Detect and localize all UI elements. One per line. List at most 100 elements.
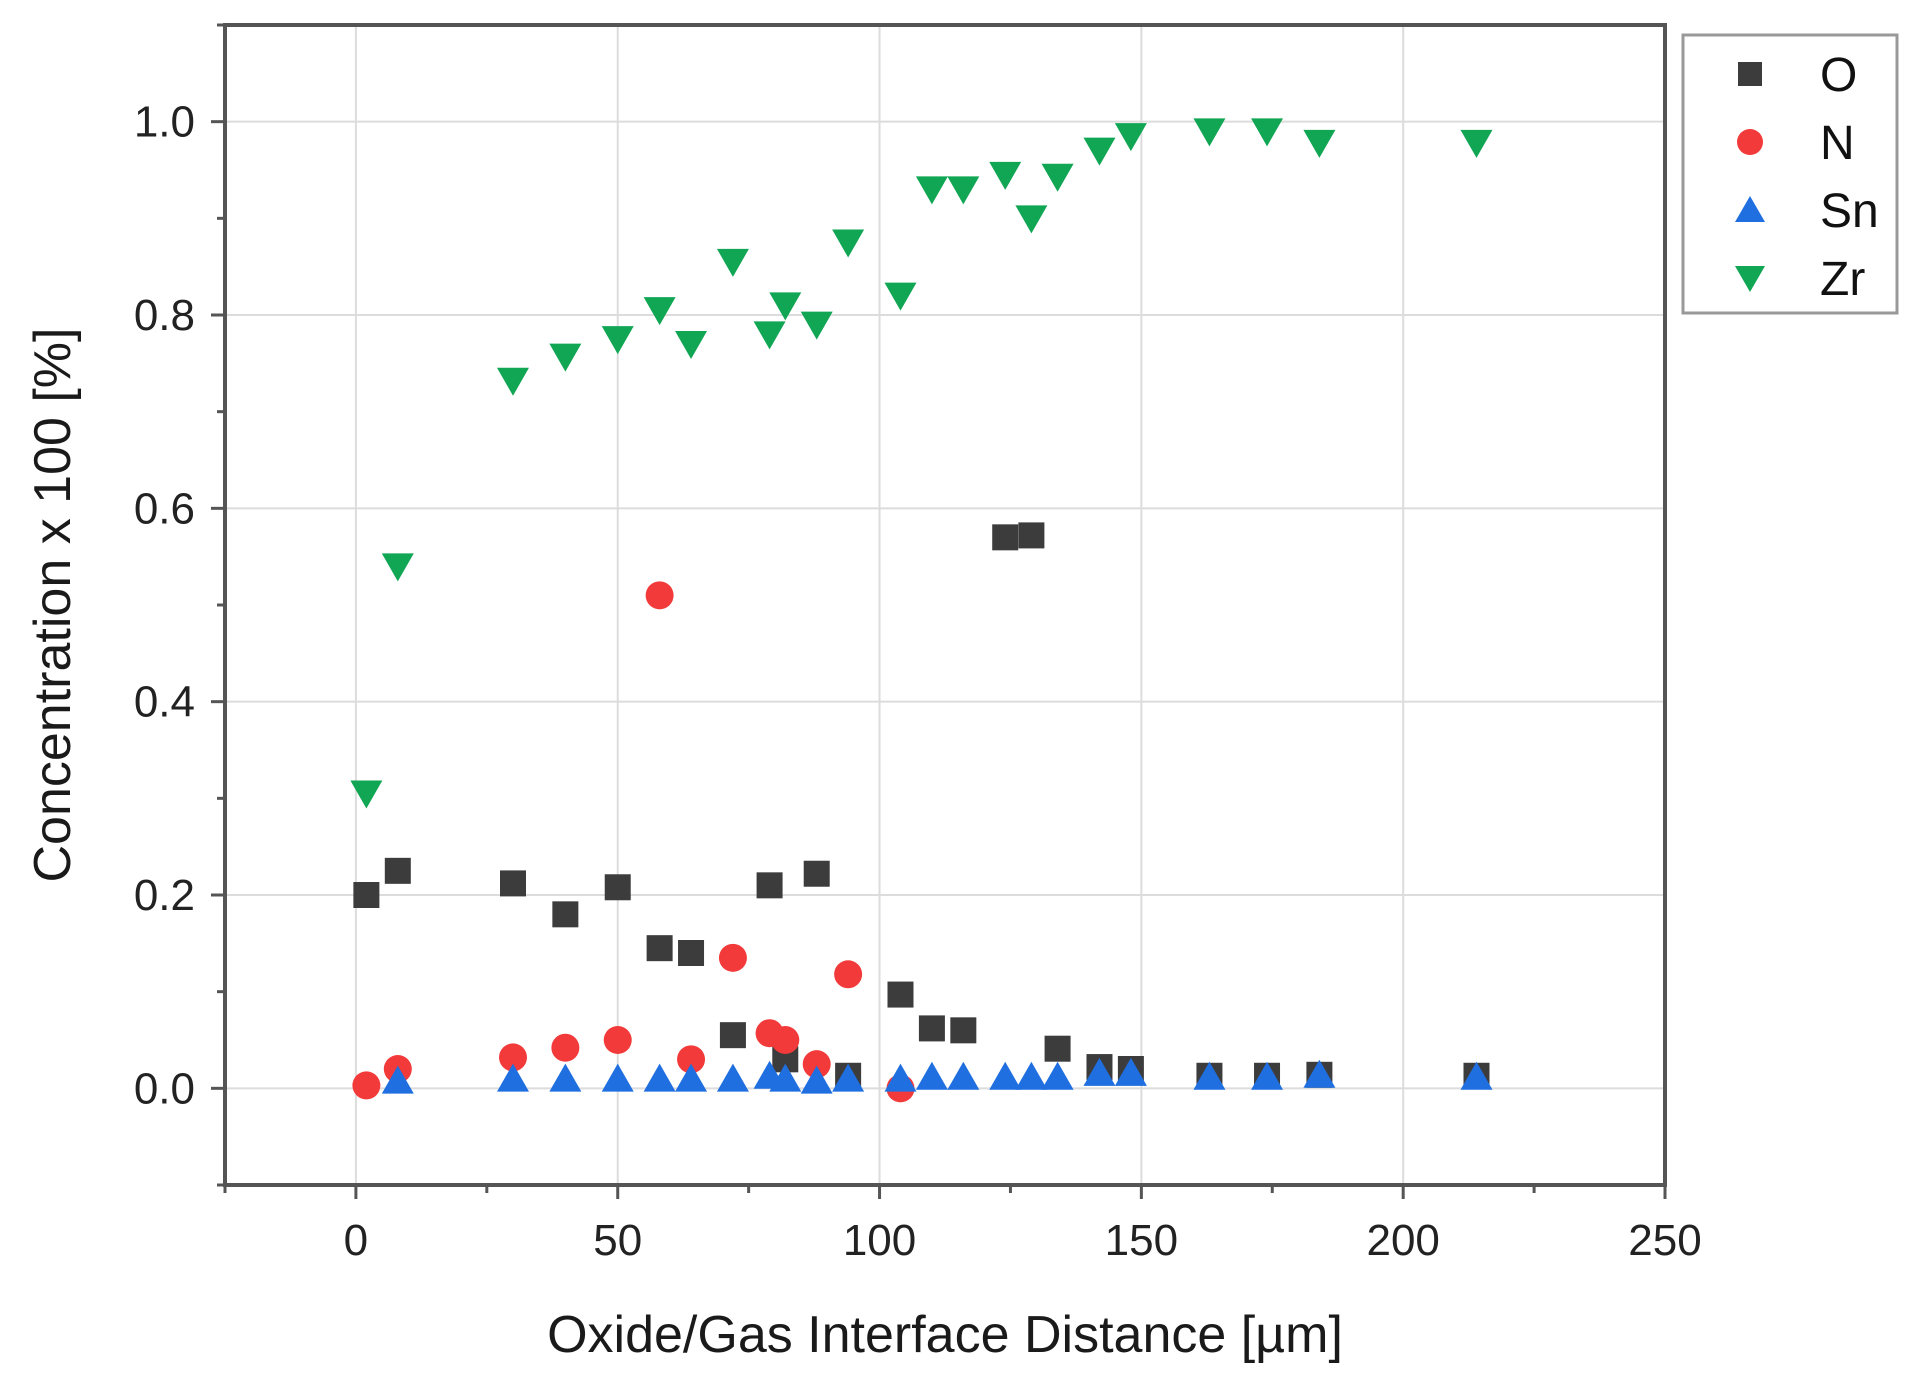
data-point-o	[918, 1015, 945, 1042]
data-point-zr	[753, 321, 786, 350]
data-point-n	[802, 1050, 831, 1079]
data-point-o	[887, 981, 914, 1008]
legend-marker-zr	[1735, 266, 1765, 292]
data-point-n	[499, 1043, 527, 1072]
data-point-sn	[1015, 1061, 1048, 1090]
data-point-o	[1018, 522, 1045, 549]
data-point-n	[771, 1026, 800, 1054]
data-point-sn	[1041, 1061, 1074, 1090]
data-point-sn	[989, 1061, 1022, 1090]
data-point-zr	[769, 292, 802, 321]
data-point-zr	[1114, 123, 1147, 152]
legend-label-n: N	[1820, 117, 1855, 170]
data-point-n	[551, 1033, 580, 1062]
data-point-zr	[643, 297, 676, 326]
data-point-o	[1044, 1035, 1071, 1062]
legend: ON Sn Zr	[1681, 33, 1899, 315]
data-point-sn	[832, 1063, 865, 1092]
series-sn	[381, 1057, 1493, 1094]
data-point-o	[803, 860, 830, 887]
data-point-o	[384, 857, 411, 884]
legend-label-o: O	[1820, 49, 1857, 102]
y-axis-title: Concentration x 100 [%]	[24, 328, 82, 883]
x-tick-label: 200	[1366, 1216, 1439, 1265]
data-point-o	[950, 1017, 977, 1044]
data-point-zr	[989, 161, 1022, 190]
data-point-n	[677, 1045, 706, 1074]
ticks: 0 50 100 150 200 250 0.0 0.2 0.4 0.6 0.8 1.0	[134, 23, 1702, 1265]
data-point-zr	[1460, 129, 1493, 158]
data-point-sn	[1114, 1057, 1147, 1086]
data-point-sn	[381, 1065, 414, 1094]
legend-label-sn: Sn	[1820, 185, 1879, 238]
data-point-zr	[1015, 205, 1048, 234]
data-point-o	[646, 935, 673, 962]
data-point-sn	[1083, 1057, 1116, 1086]
data-point-sn	[1303, 1059, 1336, 1088]
legend-box	[1681, 33, 1899, 315]
data-point-sn	[947, 1061, 980, 1090]
data-point-zr	[832, 229, 865, 258]
x-tick-label: 100	[843, 1216, 916, 1265]
series-n	[352, 581, 915, 1103]
data-point-sn	[769, 1063, 802, 1092]
plot-frame	[223, 23, 1667, 1187]
data-point-n	[718, 943, 747, 972]
data-point-zr	[601, 326, 634, 355]
x-tick-label: 150	[1105, 1216, 1178, 1265]
data-point-sn	[675, 1063, 708, 1092]
data-point-sn	[643, 1063, 676, 1092]
y-tick-label: 0.4	[134, 678, 195, 727]
y-tick-label: 0.6	[134, 484, 195, 533]
data-point-sn	[549, 1063, 582, 1092]
data-point-sn	[497, 1063, 529, 1092]
x-tick-label: 250	[1628, 1216, 1701, 1265]
data-point-zr	[497, 367, 529, 396]
data-point-o	[756, 872, 783, 899]
data-point-zr	[800, 311, 833, 340]
data-point-zr	[716, 248, 749, 277]
data-point-o	[678, 940, 705, 966]
data-point-zr	[915, 176, 948, 205]
data-point-sn	[915, 1061, 948, 1090]
x-tick-label: 0	[344, 1216, 368, 1265]
data-point-o	[353, 882, 380, 908]
data-point-zr	[1193, 118, 1226, 147]
data-point-n	[603, 1026, 632, 1054]
data-point-o	[604, 874, 631, 901]
data-point-zr	[350, 780, 383, 809]
data-point-sn	[1460, 1061, 1493, 1090]
data-point-sn	[716, 1063, 749, 1092]
y-tick-label: 0.8	[134, 291, 195, 340]
x-tick-label: 50	[593, 1216, 642, 1265]
data-point-n	[834, 960, 863, 989]
y-tick-label: 1.0	[134, 98, 195, 147]
data-point-zr	[1251, 118, 1284, 147]
legend-label-zr: Zr	[1820, 253, 1865, 306]
data-point-zr	[884, 282, 917, 311]
legend-marker-n	[1737, 129, 1763, 155]
grid	[225, 25, 1665, 1185]
data-point-zr	[1083, 137, 1116, 166]
data-point-sn	[1193, 1061, 1226, 1090]
data-point-n	[645, 581, 674, 610]
data-point-zr	[675, 331, 708, 359]
data-point-o	[992, 524, 1019, 551]
x-axis-title: Oxide/Gas Interface Distance [µm]	[547, 1306, 1343, 1364]
data-point-zr	[1041, 163, 1074, 192]
data-point-sn	[601, 1063, 634, 1092]
data-points	[350, 118, 1493, 1103]
data-point-sn	[884, 1063, 917, 1092]
legend-marker-o	[1738, 62, 1762, 86]
legend-marker-sn	[1735, 196, 1765, 222]
data-point-sn	[1251, 1061, 1284, 1090]
data-point-sn	[800, 1065, 833, 1094]
data-point-o	[552, 901, 579, 928]
data-point-n	[352, 1071, 381, 1100]
data-point-zr	[1303, 129, 1336, 158]
y-tick-label: 0.0	[134, 1064, 195, 1113]
data-point-o	[719, 1022, 746, 1049]
series-o	[353, 522, 1490, 1089]
